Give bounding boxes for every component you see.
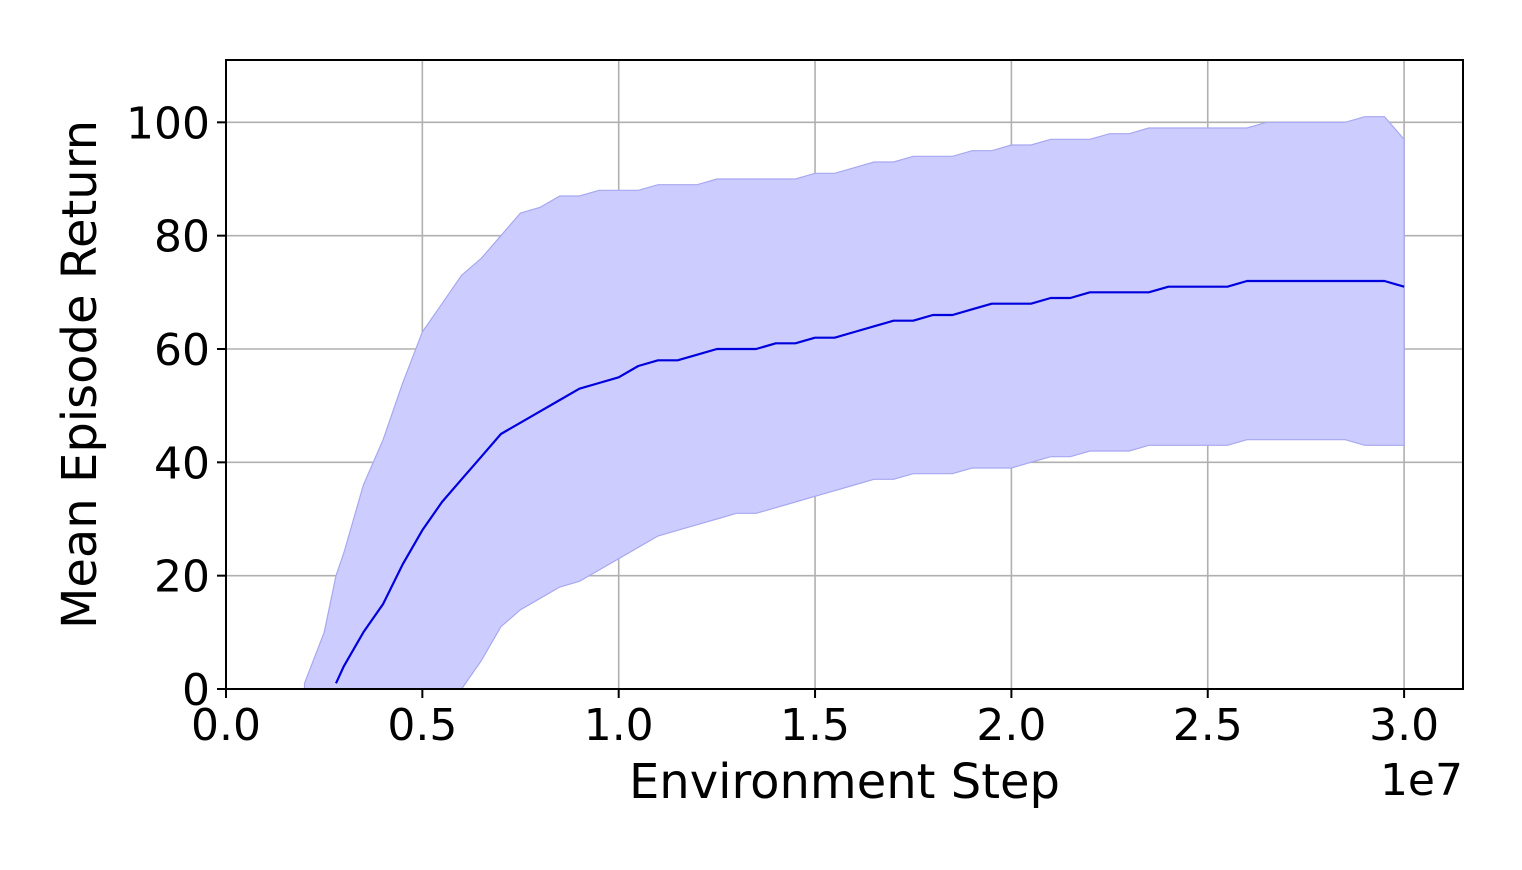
y-tick-label: 0 <box>182 665 210 716</box>
x-tick-label: 0.0 <box>191 700 261 751</box>
plot-frame <box>225 59 1464 690</box>
x-tick-label: 1.0 <box>584 700 654 751</box>
band-layer <box>303 116 1405 690</box>
y-axis-title: Mean Episode Return <box>52 120 108 629</box>
std-band <box>303 116 1405 690</box>
y-tick-label: 20 <box>154 552 210 603</box>
y-tick-label: 40 <box>154 438 210 489</box>
y-tick-label: 80 <box>154 212 210 263</box>
line-layer <box>335 279 1405 684</box>
y-tick-label: 60 <box>154 325 210 376</box>
ticks: 0.0 0.5 1.0 1.5 2.0 2.5 3.0 0 20 40 60 80 100 <box>126 98 1439 751</box>
x-tick-label: 0.5 <box>387 700 457 751</box>
x-tick-label: 2.5 <box>1173 700 1243 751</box>
x-offset-label: 1e7 <box>1380 755 1463 806</box>
x-axis-title: Environment Step <box>629 754 1060 810</box>
x-tick-label: 3.0 <box>1369 700 1439 751</box>
y-tick-label: 100 <box>126 98 210 149</box>
x-tick-label: 2.0 <box>976 700 1046 751</box>
mean-line <box>335 279 1405 684</box>
x-tick-label: 1.5 <box>780 700 850 751</box>
